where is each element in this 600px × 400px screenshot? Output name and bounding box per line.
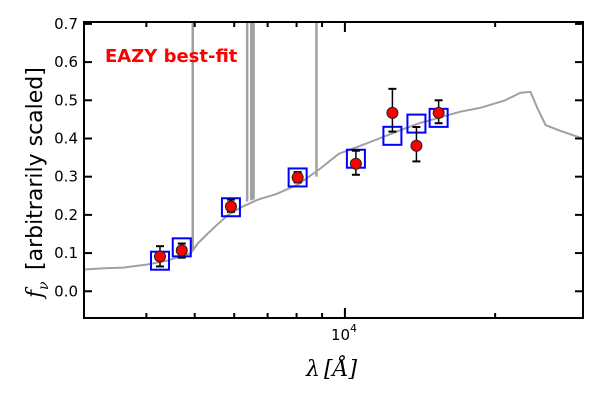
annotation-label: EAZY best-fit xyxy=(105,46,238,67)
observed-flux-point xyxy=(410,139,423,152)
xtick-base: 10 xyxy=(331,326,350,344)
observed-flux-point xyxy=(224,200,237,213)
ytick-label: 0.5 xyxy=(54,91,78,109)
y-axis-text: [arbitrarily scaled] xyxy=(23,67,48,270)
observed-flux-point xyxy=(291,171,304,184)
observed-flux-point xyxy=(153,250,166,263)
xtick-exponent: 4 xyxy=(350,322,357,335)
x-axis-unit: [Å] xyxy=(324,354,357,382)
ytick-label: 0.0 xyxy=(54,282,78,300)
plot-frame xyxy=(83,21,584,319)
model-flux-box xyxy=(287,167,308,188)
model-flux-box xyxy=(220,197,241,218)
ytick-label: 0.3 xyxy=(54,168,78,186)
axis-ticks: 0.0 0.1 0.2 0.3 0.4 0.5 0.6 0.7 xyxy=(54,15,583,318)
observed-flux-point xyxy=(349,157,362,170)
ytick-label: 0.4 xyxy=(54,129,78,147)
x-axis-label: λ [Å] xyxy=(305,354,357,382)
x-axis-symbol: λ xyxy=(305,357,320,382)
plot-area xyxy=(84,22,583,271)
observed-flux-point xyxy=(432,106,445,119)
observed-flux-point xyxy=(175,244,188,257)
ytick-label: 0.6 xyxy=(54,53,78,71)
sed-line xyxy=(84,90,583,271)
ytick-label: 0.1 xyxy=(54,244,78,262)
x-axis-major-label: 10 4 xyxy=(331,322,357,344)
observed-flux-point xyxy=(386,106,399,119)
y-axis-label: f ν [arbitrarily scaled] xyxy=(23,67,52,300)
ytick-label: 0.7 xyxy=(54,15,78,33)
ytick-label: 0.2 xyxy=(54,206,78,224)
y-axis-subscript: ν xyxy=(36,281,52,290)
